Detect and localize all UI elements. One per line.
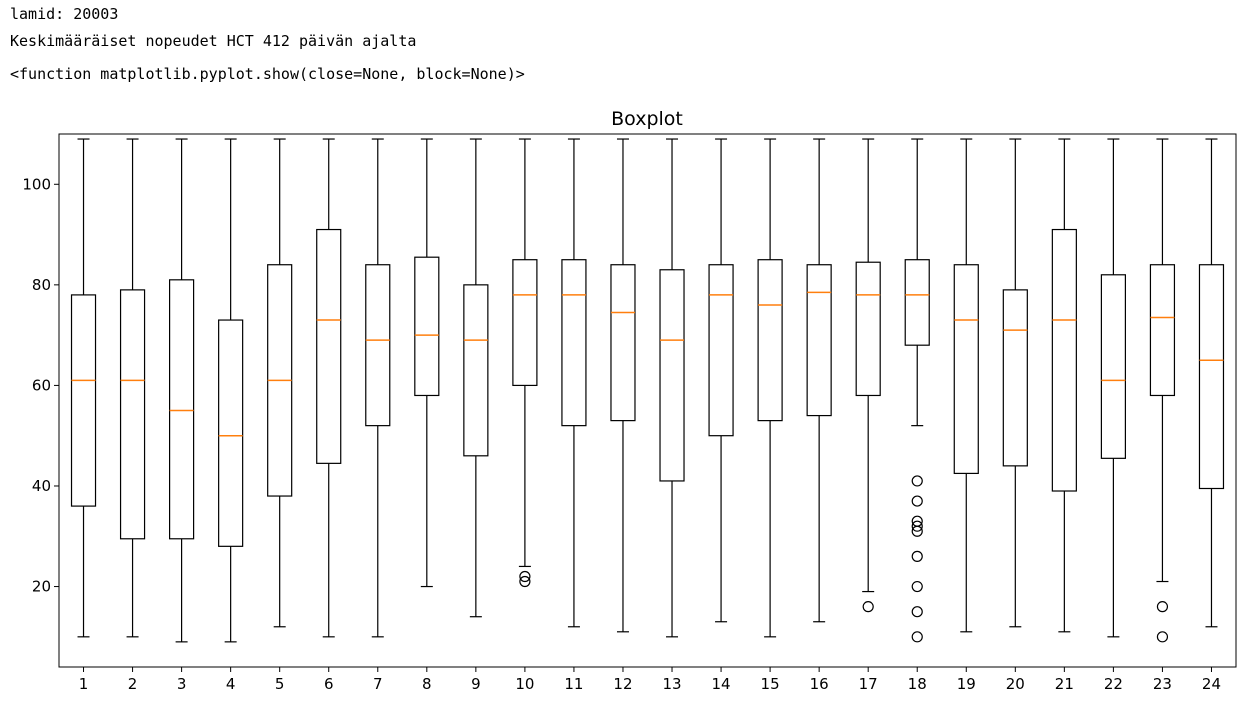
box-iqr (1198, 264, 1225, 490)
box-iqr (1051, 228, 1077, 492)
box-iqr (904, 259, 930, 346)
x-tick-label: 6 (324, 675, 334, 693)
x-tick-label: 18 (908, 675, 927, 693)
outlier-point (911, 631, 923, 643)
outlier-point (519, 570, 531, 583)
outlier-point (911, 580, 923, 593)
x-tick-label: 21 (1055, 675, 1074, 693)
outlier-point (911, 525, 923, 537)
outlier-point (911, 550, 923, 562)
box-iqr (1149, 264, 1176, 397)
x-tick-label: 3 (177, 675, 187, 693)
x-tick-label: 12 (613, 675, 632, 693)
outlier-point (911, 495, 923, 507)
x-tick-label: 7 (373, 675, 383, 693)
x-tick-label: 9 (471, 675, 481, 693)
box-iqr (365, 264, 391, 427)
x-tick-label: 1 (79, 675, 89, 693)
box-iqr (806, 264, 832, 417)
x-tick-label: 24 (1202, 675, 1221, 693)
box-iqr (610, 264, 636, 422)
outlier-point (911, 475, 923, 487)
box-iqr (512, 259, 538, 387)
chart-title: Boxplot (611, 108, 683, 130)
box-iqr (119, 289, 146, 540)
box-iqr (1002, 289, 1028, 467)
y-tick-label: 60 (32, 376, 51, 394)
box-iqr (659, 269, 685, 482)
y-tick-label: 80 (32, 276, 51, 294)
box-iqr (169, 279, 195, 540)
x-tick-label: 20 (1006, 675, 1025, 693)
x-tick-label: 16 (810, 675, 829, 693)
x-tick-label: 22 (1104, 675, 1123, 693)
output-line-description: Keskimääräiset nopeudet HCT 412 päivän a… (10, 32, 417, 50)
box-iqr (708, 264, 734, 437)
outlier-point (862, 601, 874, 613)
outlier-point (1156, 631, 1169, 643)
box-iqr (414, 256, 440, 397)
x-tick-label: 17 (859, 675, 878, 693)
x-tick-label: 2 (128, 675, 138, 693)
box-iqr (561, 259, 587, 427)
x-tick-label: 4 (226, 675, 236, 693)
outlier-point (911, 520, 923, 532)
plot-frame (58, 133, 1237, 668)
x-tick-label: 10 (515, 675, 534, 693)
x-tick-label: 19 (957, 675, 976, 693)
x-tick-label: 8 (422, 675, 432, 693)
box-iqr (757, 259, 783, 422)
box-iqr (70, 294, 97, 507)
output-line-id: lamid: 20003 (10, 5, 119, 23)
y-tick-label: 100 (22, 175, 51, 193)
x-tick-label: 23 (1153, 675, 1172, 693)
x-tick-label: 15 (761, 675, 780, 693)
box-iqr (218, 319, 244, 547)
y-tick-label: 40 (32, 477, 51, 495)
box-iqr (463, 284, 489, 457)
outlier-point (911, 606, 923, 618)
x-tick-label: 11 (564, 675, 583, 693)
y-tick-label: 20 (32, 578, 51, 596)
x-tick-label: 5 (275, 675, 285, 693)
box-iqr (316, 228, 342, 464)
box-iqr (953, 264, 979, 475)
box-iqr (1100, 274, 1126, 459)
outlier-point (1156, 601, 1169, 613)
box-iqr (855, 261, 881, 397)
output-line-function-repr: <function matplotlib.pyplot.show(close=N… (10, 65, 525, 83)
x-tick-label: 14 (712, 675, 731, 693)
x-tick-label: 13 (662, 675, 681, 693)
outlier-point (519, 575, 531, 588)
